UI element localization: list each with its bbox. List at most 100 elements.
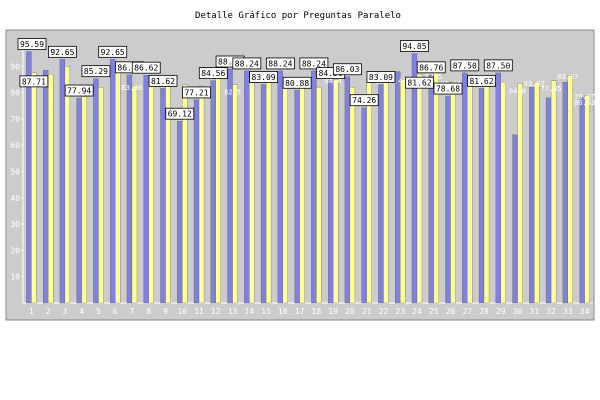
bar-series-2 bbox=[98, 87, 104, 304]
x-tick-label: 2 bbox=[46, 307, 51, 316]
bar-series-1 bbox=[193, 99, 200, 304]
data-label-box: 81.62 bbox=[467, 74, 496, 87]
bar-series-1 bbox=[210, 80, 216, 304]
data-label-box: 81.62 bbox=[148, 74, 178, 87]
bar-series-2 bbox=[500, 81, 506, 304]
data-label-plain: 82.5 bbox=[224, 89, 241, 97]
bar-series-1 bbox=[227, 68, 233, 304]
x-tick-label: 1 bbox=[29, 307, 34, 316]
bar-series-1 bbox=[311, 70, 317, 304]
x-tick-label: 29 bbox=[496, 307, 506, 316]
bar-series-2 bbox=[534, 81, 540, 304]
data-label-bg bbox=[282, 76, 312, 89]
data-label: 83.09 bbox=[369, 73, 393, 82]
data-label-plain: 79.07 bbox=[574, 93, 595, 101]
data-labels: 83.3682.584.480.4.4787.585.3464.083.9777… bbox=[17, 38, 595, 120]
data-label-bg bbox=[416, 61, 446, 74]
data-label: 85.29 bbox=[84, 67, 108, 76]
data-label-box: 74.26 bbox=[349, 94, 379, 107]
data-label: 74.26 bbox=[352, 96, 376, 105]
x-tick-label: 4 bbox=[79, 307, 84, 316]
data-label: 83.09 bbox=[252, 73, 276, 82]
data-label: 81.62 bbox=[469, 77, 493, 86]
x-tick-label: 25 bbox=[429, 307, 439, 316]
data-label-plain: 83.36 bbox=[121, 84, 142, 92]
data-label-plain: 83.07 bbox=[557, 73, 578, 81]
y-tick-label: 40 bbox=[10, 194, 20, 203]
data-label-box: 81.62 bbox=[405, 76, 434, 89]
x-tick-label: 5 bbox=[96, 307, 101, 316]
data-label: 88.24 bbox=[302, 59, 326, 68]
bar-series-2 bbox=[148, 81, 154, 304]
bar-series-1 bbox=[445, 95, 451, 304]
data-label-box: 77.21 bbox=[182, 86, 211, 99]
bar-series-2 bbox=[332, 79, 339, 304]
bar-series-2 bbox=[64, 66, 71, 304]
data-label-bg bbox=[19, 75, 49, 88]
data-label-bg bbox=[333, 63, 362, 76]
x-tick-label: 14 bbox=[245, 307, 255, 316]
x-tick-label: 27 bbox=[462, 307, 472, 316]
bar-series-1 bbox=[177, 121, 183, 304]
x-axis-ticks: 1 2 3 4 5 6 7 8 9 10 11 12 13 14 15 16 17 18 19 20 21 22 23 24 2… bbox=[29, 307, 590, 316]
data-label-box: 87.50 bbox=[450, 59, 480, 72]
data-label-box: 87.50 bbox=[483, 59, 513, 72]
y-tick-label: 10 bbox=[10, 273, 20, 282]
data-label: 94.85 bbox=[402, 42, 426, 51]
bar-series-1 bbox=[327, 80, 334, 304]
bar-series-1 bbox=[378, 84, 384, 304]
bar-series-2 bbox=[198, 85, 205, 304]
y-tick-label: 30 bbox=[10, 220, 20, 229]
bar-series-1 bbox=[76, 97, 82, 304]
y-tick-label: 50 bbox=[10, 168, 20, 177]
data-label: 77.94 bbox=[67, 87, 91, 96]
y-tick-label: 60 bbox=[10, 141, 20, 150]
x-tick-label: 26 bbox=[446, 307, 456, 316]
x-tick-label: 33 bbox=[563, 307, 573, 316]
x-tick-label: 34 bbox=[580, 307, 590, 316]
data-label-box: 86.76 bbox=[416, 61, 446, 74]
x-tick-label: 13 bbox=[228, 307, 238, 316]
x-tick-label: 32 bbox=[546, 307, 556, 316]
data-label: 84.56 bbox=[319, 69, 343, 78]
x-tick-label: 17 bbox=[295, 307, 305, 316]
bar-series-1 bbox=[462, 72, 468, 304]
data-label-plain: 77.05 bbox=[541, 85, 562, 93]
bar-series-1 bbox=[361, 107, 367, 304]
data-label: 81.62 bbox=[151, 77, 175, 86]
bar-series-1 bbox=[428, 74, 434, 304]
data-label-box: 88.24 bbox=[299, 57, 329, 70]
data-label-bg bbox=[467, 74, 496, 87]
data-label: 88.97 bbox=[218, 58, 242, 67]
x-tick-label: 30 bbox=[513, 307, 523, 316]
bar-series-1 bbox=[59, 59, 66, 304]
bar-series-2 bbox=[383, 74, 389, 304]
data-label-plain: .47 bbox=[394, 77, 407, 85]
bar-series-2 bbox=[567, 75, 574, 304]
bar-series-2 bbox=[316, 87, 322, 304]
x-tick-label: 20 bbox=[345, 307, 355, 316]
data-label-bg bbox=[400, 40, 429, 52]
x-tick-label: 24 bbox=[412, 307, 422, 316]
bar-series-1 bbox=[395, 71, 401, 304]
data-label-box: 88.24 bbox=[232, 57, 262, 70]
data-label-box: 85.29 bbox=[81, 65, 111, 78]
bar-series-1 bbox=[344, 76, 351, 304]
bar-series-1 bbox=[277, 70, 284, 304]
bar-series-1 bbox=[160, 88, 166, 304]
bar-series-1 bbox=[411, 53, 418, 304]
bar-series-1 bbox=[42, 70, 49, 304]
x-tick-label: 23 bbox=[395, 307, 405, 316]
x-tick-label: 19 bbox=[328, 307, 338, 316]
bar-series-2 bbox=[282, 79, 289, 304]
bar-series-1 bbox=[579, 97, 585, 304]
data-label-plain: 86.63 bbox=[574, 99, 595, 107]
data-label-box: 92.65 bbox=[98, 45, 128, 58]
x-tick-label: 15 bbox=[261, 307, 271, 316]
data-label-box: 84.56 bbox=[198, 67, 228, 80]
bar-series-2 bbox=[366, 79, 372, 304]
data-label-bg bbox=[182, 86, 211, 99]
data-label-bg bbox=[81, 65, 111, 78]
bar-series-2 bbox=[517, 83, 523, 304]
data-label-box: 86.03 bbox=[333, 63, 362, 76]
